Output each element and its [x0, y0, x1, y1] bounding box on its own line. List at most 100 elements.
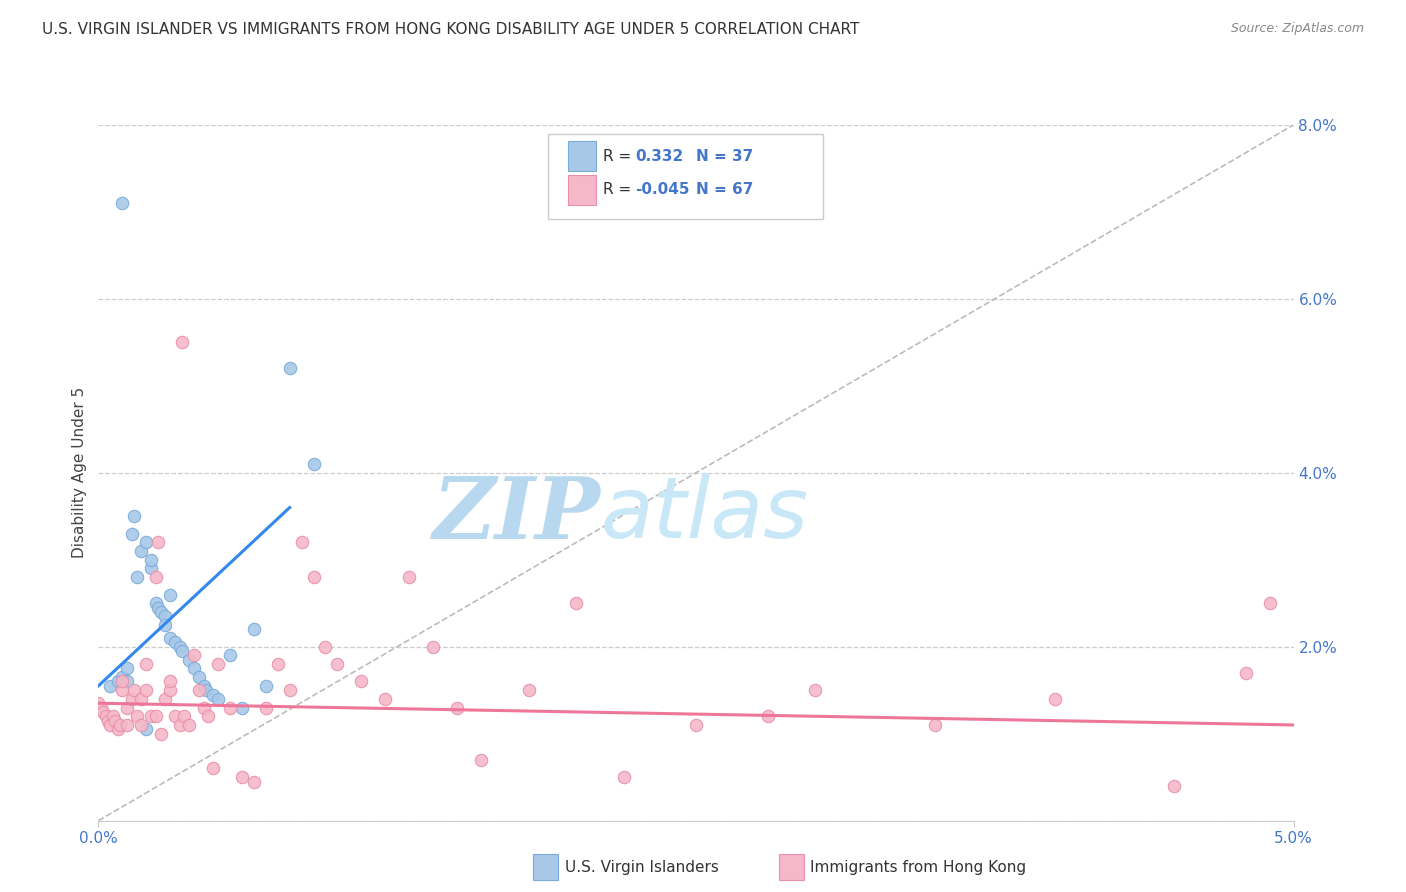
Point: [104, 714, 127, 728]
Point: [231, 700, 253, 714]
Text: N = 67: N = 67: [696, 183, 754, 197]
Point: [135, 683, 157, 698]
Point: [565, 596, 588, 610]
Point: [145, 709, 167, 723]
Point: [172, 335, 194, 350]
Point: [115, 718, 138, 732]
Point: [97, 714, 120, 728]
Point: [101, 709, 124, 723]
Point: [145, 570, 167, 584]
Point: [187, 670, 209, 684]
Point: [169, 640, 191, 654]
Point: [169, 718, 191, 732]
Point: [163, 709, 186, 723]
Point: [470, 753, 492, 767]
Point: [193, 679, 215, 693]
Point: [124, 509, 146, 524]
Point: [202, 688, 225, 702]
Point: [100, 679, 122, 693]
Point: [131, 692, 153, 706]
Text: R =: R =: [603, 149, 637, 163]
Point: [207, 657, 229, 671]
Point: [111, 674, 134, 689]
Point: [278, 683, 301, 698]
Point: [1258, 596, 1281, 610]
Point: [125, 709, 148, 723]
Text: R =: R =: [603, 183, 637, 197]
Point: [254, 679, 277, 693]
Point: [219, 700, 242, 714]
Point: [254, 700, 277, 714]
Point: [613, 770, 636, 784]
Point: [207, 692, 229, 706]
Point: [179, 718, 201, 732]
Point: [148, 535, 170, 549]
Text: U.S. Virgin Islanders: U.S. Virgin Islanders: [565, 860, 718, 874]
Point: [183, 661, 205, 675]
Point: [121, 692, 143, 706]
Point: [107, 723, 129, 737]
Point: [163, 635, 186, 649]
Point: [139, 561, 162, 575]
Point: [155, 618, 177, 632]
Point: [219, 648, 242, 663]
Point: [135, 535, 157, 549]
Point: [197, 709, 219, 723]
Point: [350, 674, 373, 689]
Point: [121, 526, 143, 541]
Text: N = 37: N = 37: [696, 149, 754, 163]
Point: [115, 674, 138, 689]
Point: [756, 709, 779, 723]
Point: [131, 544, 153, 558]
Point: [302, 457, 325, 471]
Text: Immigrants from Hong Kong: Immigrants from Hong Kong: [810, 860, 1026, 874]
Text: U.S. VIRGIN ISLANDER VS IMMIGRANTS FROM HONG KONG DISABILITY AGE UNDER 5 CORRELA: U.S. VIRGIN ISLANDER VS IMMIGRANTS FROM …: [42, 22, 859, 37]
Point: [195, 683, 218, 698]
Point: [173, 709, 195, 723]
Point: [159, 674, 181, 689]
Point: [115, 700, 138, 714]
Point: [243, 623, 266, 637]
Point: [187, 683, 209, 698]
Point: [159, 631, 181, 645]
Point: [124, 683, 146, 698]
Point: [111, 683, 134, 698]
Point: [446, 700, 468, 714]
Point: [108, 718, 131, 732]
Text: atlas: atlas: [600, 473, 808, 556]
Point: [398, 570, 420, 584]
Y-axis label: Disability Age Under 5: Disability Age Under 5: [72, 387, 87, 558]
Text: ZIP: ZIP: [433, 473, 600, 557]
Point: [290, 535, 312, 549]
Point: [87, 696, 110, 710]
Point: [159, 683, 181, 698]
Point: [125, 570, 148, 584]
Point: [145, 596, 167, 610]
Point: [183, 648, 205, 663]
Point: [155, 692, 177, 706]
Point: [148, 600, 170, 615]
Point: [139, 552, 162, 567]
Point: [135, 657, 157, 671]
Point: [149, 726, 172, 740]
Point: [159, 587, 181, 601]
Point: [804, 683, 827, 698]
Point: [374, 692, 396, 706]
Point: [278, 361, 301, 376]
Point: [179, 653, 201, 667]
Point: [243, 774, 266, 789]
Text: 0.332: 0.332: [636, 149, 683, 163]
Point: [111, 670, 134, 684]
Point: [267, 657, 290, 671]
Point: [91, 705, 114, 719]
Point: [517, 683, 540, 698]
Text: Source: ZipAtlas.com: Source: ZipAtlas.com: [1230, 22, 1364, 36]
Point: [131, 718, 153, 732]
Point: [94, 709, 117, 723]
Point: [1163, 779, 1185, 793]
Point: [202, 761, 225, 775]
Point: [231, 770, 253, 784]
Point: [155, 609, 177, 624]
Text: -0.045: -0.045: [636, 183, 690, 197]
Point: [172, 644, 194, 658]
